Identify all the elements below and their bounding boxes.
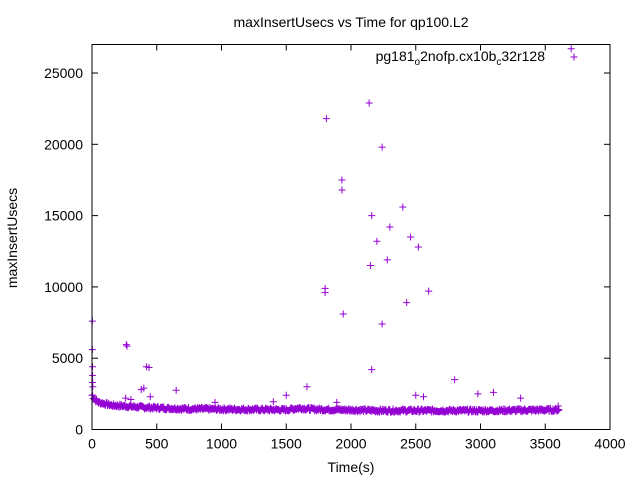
x-tick-label: 1000 xyxy=(206,436,237,452)
data-point xyxy=(378,320,386,328)
data-point xyxy=(489,388,497,396)
data-point xyxy=(282,391,290,399)
data-point xyxy=(338,176,346,184)
legend-label-part: pg181 xyxy=(376,48,415,64)
data-point xyxy=(89,363,97,371)
data-point xyxy=(211,398,219,406)
data-point xyxy=(451,376,459,384)
x-tick-label: 2500 xyxy=(400,436,431,452)
legend-label-part: o xyxy=(415,57,421,68)
data-point xyxy=(322,115,330,123)
data-point xyxy=(89,391,97,399)
y-tick-label: 5000 xyxy=(52,350,83,366)
y-tick-label: 25000 xyxy=(44,65,83,81)
x-tick-label: 1500 xyxy=(271,436,302,452)
data-point xyxy=(338,186,346,194)
data-point xyxy=(122,394,130,402)
data-point xyxy=(386,223,394,231)
data-point xyxy=(412,391,420,399)
axis-ticks: 0 500 1000 1500 2000 2500 3000 3500 4000 0 5000 100… xyxy=(44,44,626,452)
data-point xyxy=(368,212,376,220)
data-point xyxy=(140,384,148,392)
data-point xyxy=(127,396,135,404)
y-tick-label: 10000 xyxy=(44,279,83,295)
data-point xyxy=(555,405,563,413)
chart-title: maxInsertUsecs vs Time for qp100.L2 xyxy=(234,14,469,30)
data-point xyxy=(146,393,154,401)
data-point xyxy=(366,262,374,270)
y-tick-label: 0 xyxy=(75,422,83,438)
legend-label-part: 32r128 xyxy=(501,48,545,64)
data-point xyxy=(517,394,525,402)
x-tick-label: 3000 xyxy=(465,436,496,452)
x-tick-label: 2000 xyxy=(335,436,366,452)
data-point xyxy=(399,203,407,211)
data-point xyxy=(123,342,131,350)
x-tick-label: 0 xyxy=(88,436,96,452)
x-tick-label: 3500 xyxy=(530,436,561,452)
legend-label-part: c xyxy=(496,57,501,68)
y-tick-label: 20000 xyxy=(44,136,83,152)
data-point xyxy=(403,299,411,307)
data-point xyxy=(378,143,386,151)
data-point xyxy=(145,363,153,371)
data-point xyxy=(333,398,341,406)
data-point xyxy=(172,386,180,394)
data-point xyxy=(425,287,433,295)
y-axis-label: maxInsertUsecs xyxy=(4,188,20,288)
data-point xyxy=(474,390,482,398)
x-axis-label: Time(s) xyxy=(328,459,375,475)
data-point xyxy=(122,341,130,349)
data-point xyxy=(567,45,575,53)
data-point xyxy=(269,398,277,406)
data-point xyxy=(89,371,97,379)
x-tick-label: 4000 xyxy=(594,436,625,452)
legend-label: pg181o2nofp.cx10bc32r128 xyxy=(376,48,546,68)
plot-frame xyxy=(91,44,611,430)
data-point xyxy=(368,366,376,374)
legend-label-part: 2nofp.cx10b xyxy=(420,48,496,64)
data-point xyxy=(420,393,428,401)
data-point xyxy=(339,310,347,318)
data-points xyxy=(88,45,575,416)
data-point xyxy=(414,243,422,251)
data-point xyxy=(407,233,415,241)
data-point xyxy=(554,402,562,410)
data-point xyxy=(303,383,311,391)
data-point xyxy=(89,383,97,391)
x-tick-label: 500 xyxy=(145,436,169,452)
y-tick-label: 15000 xyxy=(44,208,83,224)
data-point xyxy=(321,289,329,297)
data-point xyxy=(373,237,381,245)
data-point xyxy=(365,99,373,107)
legend: pg181o2nofp.cx10bc32r128 xyxy=(376,48,578,68)
data-point xyxy=(383,256,391,264)
legend-marker xyxy=(570,53,578,61)
